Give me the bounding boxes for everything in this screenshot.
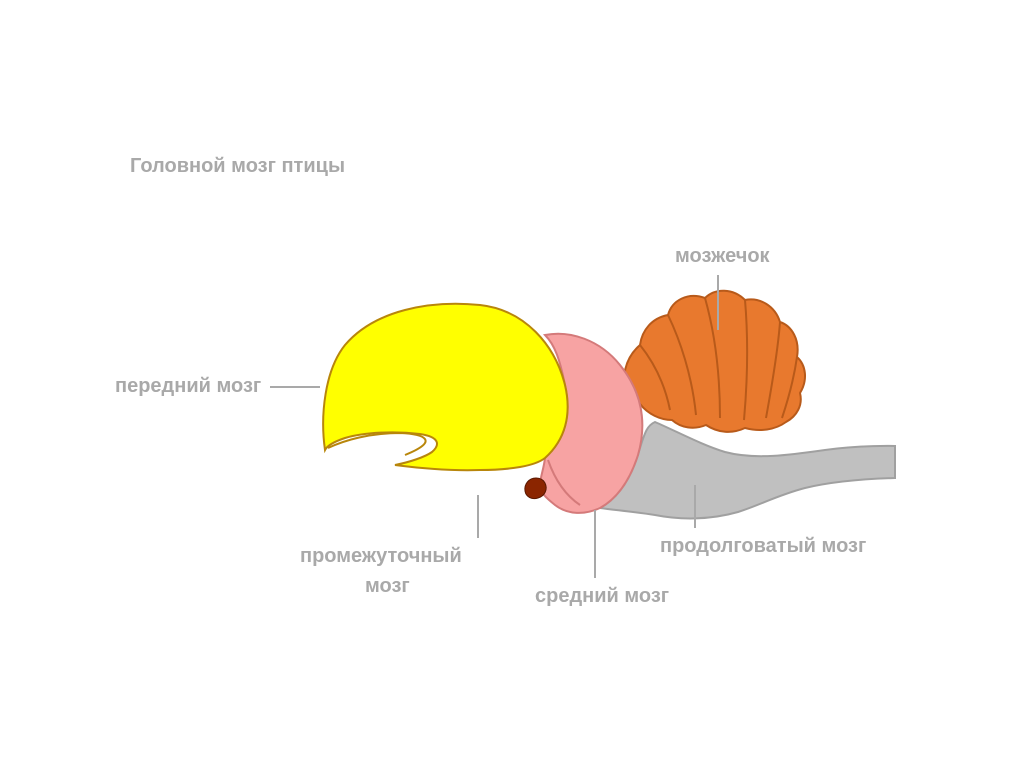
medulla-shape <box>600 422 895 518</box>
diagram-stage: Головной мозг птицы мозжечок передний мо… <box>0 0 1024 767</box>
label-diencephalon-line2: мозг <box>365 575 410 598</box>
label-forebrain: передний мозг <box>115 375 261 398</box>
label-midbrain: средний мозг <box>535 585 669 608</box>
diagram-title: Головной мозг птицы <box>130 155 345 178</box>
label-diencephalon-line1: промежуточный <box>300 545 462 568</box>
epiphysis-shape <box>525 478 546 499</box>
label-cerebellum: мозжечок <box>675 245 770 268</box>
forebrain-shape <box>323 304 567 470</box>
label-medulla: продолговатый мозг <box>660 535 866 558</box>
